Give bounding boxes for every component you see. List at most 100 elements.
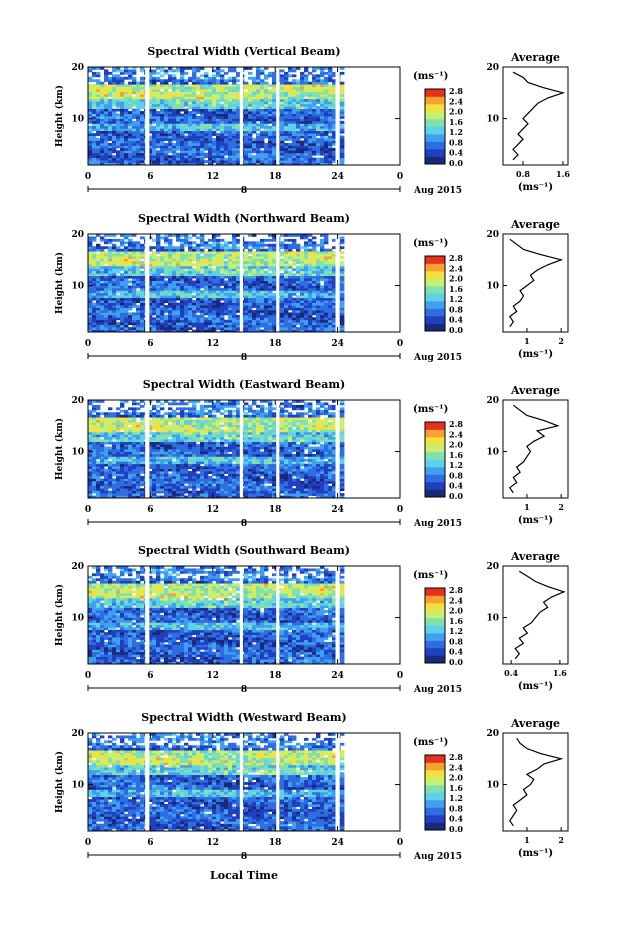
heatmap-cell: [200, 300, 204, 303]
heatmap-cell: [136, 259, 140, 262]
heatmap-cell: [228, 300, 232, 303]
heatmap-cell: [288, 246, 292, 249]
heatmap-cell: [128, 123, 132, 126]
heatmap-cell: [212, 312, 216, 315]
heatmap-cell: [192, 74, 196, 77]
heatmap-cell: [252, 278, 256, 281]
heatmap-cell: [256, 96, 260, 99]
heatmap-cell: [92, 290, 96, 293]
heatmap-cell: [236, 298, 240, 301]
heatmap-cell: [172, 246, 176, 249]
heatmap-cell: [96, 141, 100, 144]
heatmap-cell: [124, 148, 128, 151]
y-axis-label: Height (km): [54, 252, 65, 314]
heatmap-cell: [164, 109, 168, 112]
heatmap-cell: [312, 138, 316, 141]
heatmap-cell: [156, 276, 160, 279]
heatmap-cell: [340, 89, 344, 92]
heatmap-cell: [160, 293, 164, 296]
heatmap-cell: [172, 276, 176, 279]
heatmap-cell: [296, 244, 300, 247]
heatmap-cell: [204, 131, 208, 134]
heatmap-cell: [124, 131, 128, 134]
heatmap-cell: [340, 128, 344, 131]
heatmap-cell: [308, 251, 312, 254]
heatmap-cell: [232, 82, 236, 85]
heatmap-cell: [260, 278, 264, 281]
heatmap-cell: [112, 283, 116, 286]
heatmap-cell: [92, 74, 96, 77]
heatmap-cell: [232, 317, 236, 320]
heatmap-cell: [100, 259, 104, 262]
heatmap-cell: [96, 491, 100, 494]
heatmap-cell: [312, 158, 316, 161]
heatmap-cell: [164, 94, 168, 97]
heatmap-cell: [316, 153, 320, 156]
heatmap-cell: [308, 293, 312, 296]
heatmap-cell: [104, 327, 108, 330]
heatmap-cell: [116, 259, 120, 262]
heatmap-cell: [164, 104, 168, 107]
heatmap-cell: [268, 148, 272, 151]
heatmap-cell: [228, 101, 232, 104]
heatmap-cell: [320, 128, 324, 131]
heatmap-cell: [220, 138, 224, 141]
heatmap-cell: [212, 116, 216, 119]
heatmap-cell: [260, 89, 264, 92]
heatmap-cell: [248, 77, 252, 80]
heatmap-cell: [116, 128, 120, 131]
heatmap-cell: [172, 256, 176, 259]
heatmap-cell: [256, 141, 260, 144]
heatmap-cell: [160, 491, 164, 494]
heatmap-cell: [324, 241, 328, 244]
heatmap-cell: [280, 96, 284, 99]
heatmap-cell: [160, 116, 164, 119]
heatmap-cell: [304, 150, 308, 153]
heatmap-cell: [288, 128, 292, 131]
heatmap-cell: [152, 79, 156, 82]
heatmap-cell: [312, 278, 316, 281]
heatmap-cell: [88, 276, 92, 279]
heatmap-cell: [316, 273, 320, 276]
heatmap-cell: [224, 118, 228, 121]
heatmap-cell: [248, 96, 252, 99]
heatmap-cell: [124, 72, 128, 75]
heatmap-cell: [192, 99, 196, 102]
heatmap-cell: [224, 160, 228, 163]
heatmap-cell: [264, 94, 268, 97]
heatmap-cell: [208, 276, 212, 279]
heatmap-cell: [168, 121, 172, 124]
heatmap-cell: [184, 109, 188, 112]
heatmap-cell: [136, 121, 140, 124]
heatmap-cell: [152, 327, 156, 330]
heatmap-cell: [312, 94, 316, 97]
heatmap-cell: [272, 268, 276, 271]
heatmap-cell: [160, 300, 164, 303]
heatmap-cell: [324, 251, 328, 254]
heatmap-cell: [264, 278, 268, 281]
heatmap-cell: [284, 290, 288, 293]
heatmap-cell: [324, 236, 328, 239]
heatmap-cell: [136, 266, 140, 269]
heatmap-cell: [88, 106, 92, 109]
heatmap-cell: [264, 158, 268, 161]
heatmap-cell: [340, 300, 344, 303]
heatmap-cell: [200, 308, 204, 311]
heatmap-cell: [100, 308, 104, 311]
heatmap-cell: [104, 150, 108, 153]
heatmap-cell: [192, 268, 196, 271]
heatmap-cell: [232, 290, 236, 293]
heatmap-cell: [208, 322, 212, 325]
heatmap-cell: [328, 69, 332, 72]
heatmap-cell: [228, 94, 232, 97]
heatmap-cell: [324, 99, 328, 102]
heatmap-cell: [96, 249, 100, 252]
heatmap-cell: [164, 493, 168, 496]
heatmap-cell: [112, 94, 116, 97]
heatmap-cell: [104, 114, 108, 117]
heatmap-cell: [284, 261, 288, 264]
heatmap-cell: [244, 126, 248, 129]
heatmap-cell: [248, 109, 252, 112]
heatmap-cell: [320, 158, 324, 161]
heatmap-cell: [252, 123, 256, 126]
